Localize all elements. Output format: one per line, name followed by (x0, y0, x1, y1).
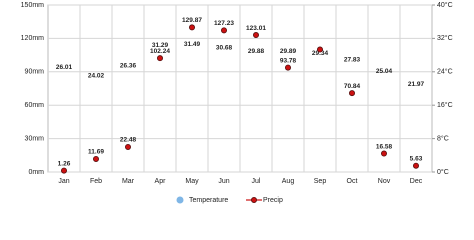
temperature-label: 30.68 (216, 45, 233, 52)
precip-label: 5.63 (410, 155, 423, 162)
precip-label: 22.48 (120, 137, 137, 144)
precip-point (93, 155, 100, 162)
y2-tick-label: 40°C (437, 1, 453, 9)
precip-point (125, 143, 132, 150)
precip-label: 127.23 (214, 20, 234, 27)
precip-label: 123.01 (246, 25, 266, 32)
x-tick-label: Apr (155, 178, 167, 185)
temperature-label: 21.97 (408, 81, 425, 88)
precip-point (348, 90, 355, 97)
x-tick-label: Jan (58, 178, 69, 185)
temperature-label: 29.34 (312, 50, 329, 57)
temperature-label: 25.04 (376, 68, 393, 75)
x-tick-label: Aug (282, 178, 295, 185)
precip-point (316, 46, 323, 53)
x-tick-label: May (185, 178, 199, 185)
y-tick-label: 150mm (21, 2, 45, 9)
legend-swatch (176, 196, 184, 204)
precip-point (156, 55, 163, 62)
x-tick-label: Feb (90, 178, 102, 185)
legend-label: Precip (263, 197, 283, 204)
y2-tick-label: 0°C (437, 168, 449, 176)
temperature-label: 29.88 (248, 48, 265, 55)
temperature-label: 24.02 (88, 72, 105, 79)
y2-tick-label: 32°C (437, 34, 453, 42)
precip-label: 70.84 (344, 83, 361, 90)
legend-swatch (250, 196, 257, 203)
precip-label: 102.24 (150, 48, 170, 55)
temperature-label: 26.36 (120, 63, 137, 70)
precip-point (220, 27, 227, 34)
precip-point (252, 32, 259, 39)
legend-label: Temperature (189, 197, 228, 204)
precip-label: 1.26 (58, 160, 71, 167)
precip-point (188, 24, 195, 31)
precip-point (380, 150, 387, 157)
temperature-label: 26.01 (56, 64, 73, 71)
x-tick-label: Mar (122, 178, 135, 185)
y-tick-label: 60mm (25, 102, 45, 109)
x-tick-label: Dec (410, 178, 423, 185)
y2-tick-label: 16°C (437, 101, 453, 109)
precip-label: 93.78 (280, 57, 297, 64)
y-tick-label: 30mm (25, 135, 45, 142)
x-tick-label: Oct (347, 178, 358, 185)
x-tick-label: Jun (218, 178, 229, 185)
precip-label: 16.58 (376, 143, 393, 150)
x-tick-label: Jul (252, 178, 261, 185)
precip-point (412, 162, 419, 169)
precip-label: 11.69 (88, 149, 104, 156)
temperature-label: 31.49 (184, 41, 201, 48)
precip-point (284, 64, 291, 71)
chart: 0mm 30mm 60mm 90mm 120mm 150mm 0°C 8°C 16°C 24°C 3… (21, 1, 453, 204)
temperature-label: 31.29 (152, 42, 169, 49)
y2-tick-label: 24°C (437, 68, 453, 76)
y-tick-label: 120mm (21, 35, 45, 42)
x-tick-label: Sep (314, 178, 327, 185)
temperature-label: 29.89 (280, 48, 297, 55)
y-tick-label: 90mm (25, 69, 45, 76)
y2-tick-label: 8°C (437, 134, 449, 142)
y-tick-label: 0mm (28, 169, 44, 176)
precip-point (61, 167, 68, 174)
precip-label: 129.87 (182, 17, 202, 24)
temperature-label: 27.83 (344, 57, 361, 64)
x-tick-label: Nov (378, 178, 391, 185)
